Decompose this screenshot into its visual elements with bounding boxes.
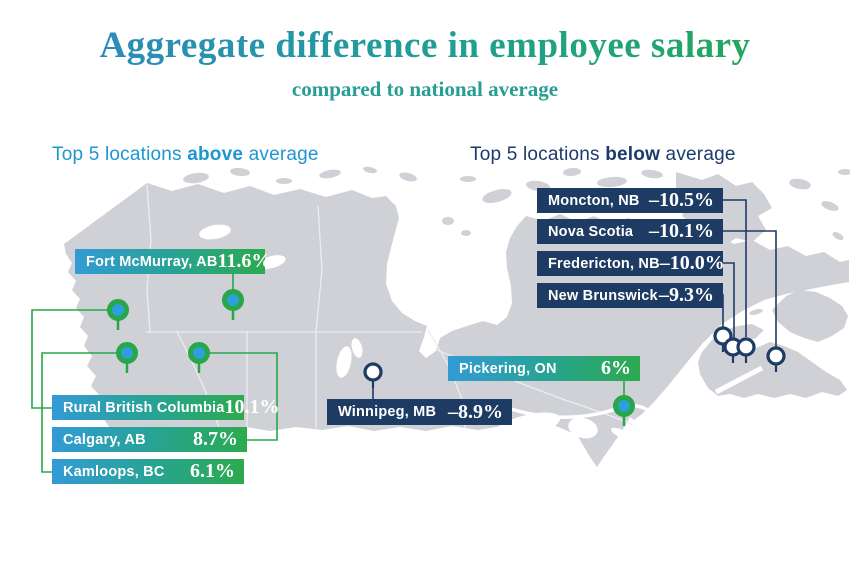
arctic-islands [71,166,850,450]
pins-above-average [107,289,635,426]
heading-above-pre: Top 5 locations [52,144,188,165]
map-pin-winnipeg [363,362,383,388]
connector-kamloops [41,352,116,473]
connector-moncton [722,199,747,337]
label-new-brunswick: New Brunswick –9.3% [537,283,723,308]
location-value: 11.6% [217,250,272,272]
label-winnipeg: Winnipeg, MB –8.9% [327,399,512,425]
connector-nova-scotia [722,230,777,347]
label-pickering: Pickering, ON 6% [448,356,640,381]
heading-below-post: average [660,144,736,165]
newfoundland-shape [772,290,848,342]
heading-below-bold: below [605,144,661,165]
map-pin-nova-scotia [766,346,786,372]
heading-above-average: Top 5 locations above average [52,144,319,166]
lakes-and-rivers [199,224,764,441]
map-pin-rural-bc [107,299,129,330]
location-value: –10.5% [649,189,714,211]
location-name: Moncton, NB [548,192,640,209]
map-pin-pickering [613,395,635,426]
location-value: –10.0% [659,252,725,274]
location-name: Calgary, AB [63,431,146,448]
map-pin-new-brunswick [713,326,733,352]
label-kamloops: Kamloops, BC 6.1% [52,459,244,484]
heading-below-pre: Top 5 locations [470,144,606,165]
location-name: Pickering, ON [459,360,557,377]
label-nova-scotia: Nova Scotia –10.1% [537,219,723,244]
map-pin-fort-mcmurray [222,289,244,320]
heading-above-post: average [243,144,319,165]
map-pin-moncton [736,337,756,363]
location-name: Kamloops, BC [63,463,165,480]
connectors-above [31,274,625,473]
location-value: 8.7% [193,428,238,450]
location-name: New Brunswick [548,287,658,304]
location-name: Winnipeg, MB [338,404,437,420]
map-pin-fredericton [723,337,743,363]
location-name: Fort McMurray, AB [86,253,218,270]
location-value: 6% [601,357,631,379]
page-subtitle: compared to national average [291,77,559,101]
pins-below-average [363,326,786,388]
label-fredericton: Fredericton, NB –10.0% [537,251,725,276]
location-value: –9.3% [659,284,714,306]
location-name: Rural British Columbia [63,399,225,416]
connector-fredericton [722,262,735,338]
location-value: –10.1% [649,220,714,242]
label-rural-british-columbia: Rural British Columbia 10.1% [52,395,280,420]
label-calgary: Calgary, AB 8.7% [52,427,247,452]
map-pin-kamloops [116,342,138,373]
location-name: Fredericton, NB [548,255,660,272]
label-moncton: Moncton, NB –10.5% [537,188,723,213]
location-name: Nova Scotia [548,223,634,240]
location-value: 10.1% [224,396,280,418]
label-fort-mcmurray: Fort McMurray, AB 11.6% [75,249,271,274]
connector-calgary [210,352,278,441]
heading-above-bold: above [187,144,244,165]
location-value: 6.1% [190,460,235,482]
map-pin-calgary [188,342,210,373]
heading-below-average: Top 5 locations below average [470,144,736,166]
location-value: –8.9% [448,400,503,423]
page-title: Aggregate difference in employee salary [0,24,850,67]
